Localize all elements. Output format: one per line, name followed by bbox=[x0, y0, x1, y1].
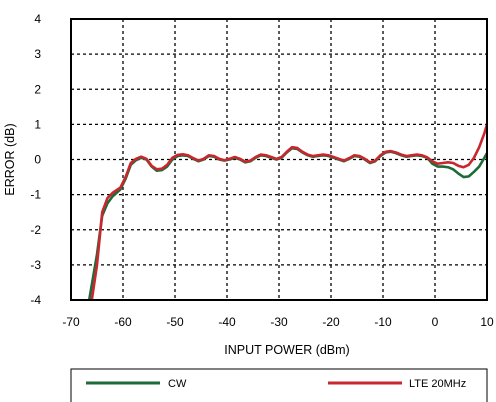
x-tick-label: -40 bbox=[218, 315, 236, 329]
y-tick-label: -1 bbox=[30, 188, 41, 202]
series-line-lte-20mhz bbox=[90, 123, 487, 300]
x-tick-label: -20 bbox=[322, 315, 340, 329]
y-tick-label: 3 bbox=[34, 47, 41, 61]
y-tick-label: 0 bbox=[34, 153, 41, 167]
y-tick-label: 1 bbox=[34, 117, 41, 131]
x-tick-label: -70 bbox=[62, 315, 80, 329]
legend: CW LTE 20MHz bbox=[70, 368, 488, 402]
legend-label-lte-20mhz: LTE 20MHz bbox=[409, 378, 466, 390]
y-axis-label: ERROR (dB) bbox=[3, 123, 17, 195]
y-tick-label: -2 bbox=[30, 223, 41, 237]
y-tick-labels: 4 3 2 1 0 -1 -2 -3 -4 bbox=[30, 12, 41, 307]
plot-frame bbox=[70, 18, 488, 301]
y-tick-label: -4 bbox=[30, 293, 41, 307]
legend-box bbox=[70, 368, 488, 402]
x-tick-label: -30 bbox=[270, 315, 288, 329]
x-axis-label: INPUT POWER (dBm) bbox=[224, 343, 349, 357]
series-layer bbox=[87, 123, 487, 300]
y-tick-label: 2 bbox=[34, 82, 41, 96]
x-tick-label: -50 bbox=[166, 315, 184, 329]
legend-label-cw: CW bbox=[168, 378, 187, 390]
series-line-cw bbox=[87, 146, 487, 300]
x-tick-label: 10 bbox=[480, 315, 494, 329]
x-tick-labels: -70 -60 -50 -40 -30 -20 -10 0 10 bbox=[62, 315, 494, 329]
x-tick-label: 0 bbox=[432, 315, 439, 329]
x-tick-label: -60 bbox=[114, 315, 132, 329]
x-tick-label: -10 bbox=[374, 315, 392, 329]
y-tick-label: 4 bbox=[34, 12, 41, 26]
y-tick-label: -3 bbox=[30, 258, 41, 272]
